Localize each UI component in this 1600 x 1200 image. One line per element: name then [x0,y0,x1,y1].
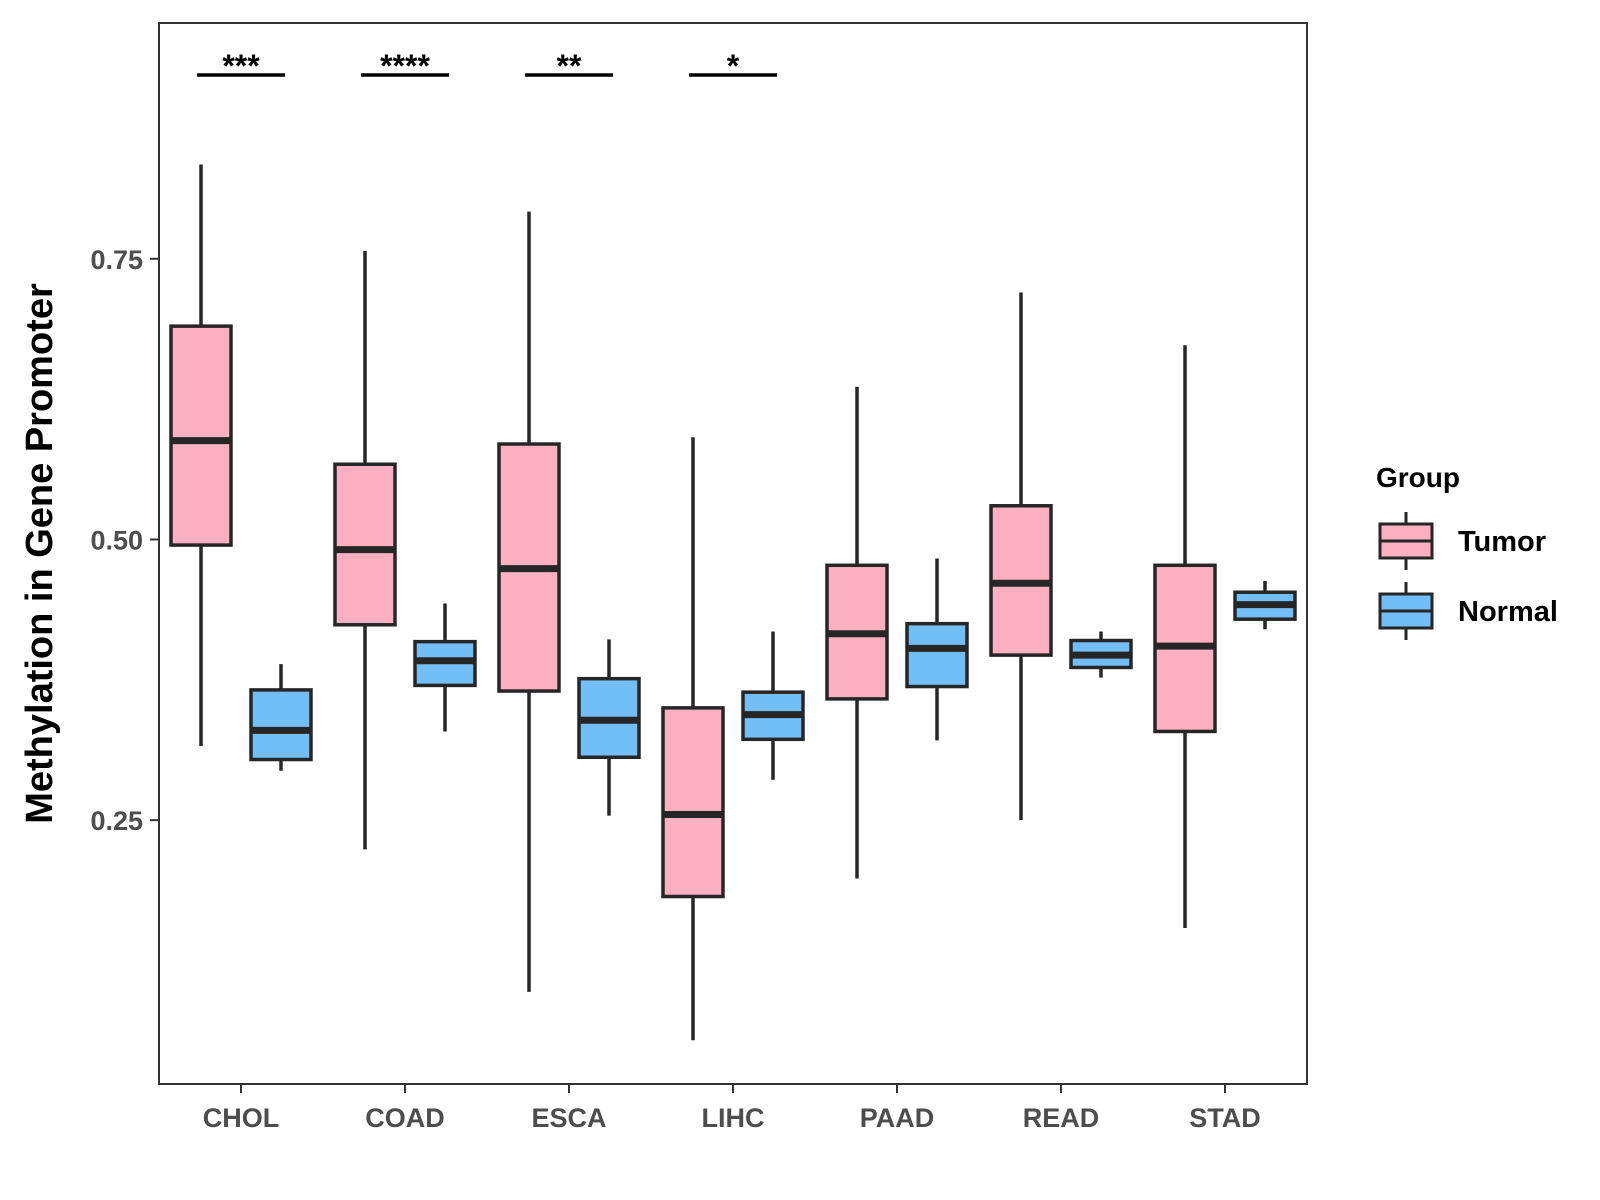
y-tick-label: 0.50 [90,525,143,555]
iqr-box [249,688,313,762]
iqr-box [333,462,397,627]
box-tumor-lihc [661,437,725,1041]
box-tumor-coad [333,250,397,850]
significance-label: *** [222,48,260,84]
x-tick-label: STAD [1189,1103,1261,1133]
x-tick-label: LIHC [702,1103,765,1133]
box-normal-chol [249,664,313,771]
x-tick-label: ESCA [531,1103,606,1133]
legend-title: Group [1376,462,1460,493]
box-tumor-esca [497,211,561,992]
significance-annotations: *** **** ** * [197,48,777,84]
box-normal-esca [577,639,641,816]
iqr-box [661,706,725,899]
y-tick-label: 0.75 [90,245,143,275]
box-tumor-chol [169,164,233,747]
x-tick-label: COAD [365,1103,445,1133]
box-normal-lihc [741,631,805,780]
significance-label: ** [557,48,582,84]
x-tick-label: PAAD [860,1103,935,1133]
significance-label: * [727,48,740,84]
legend-label: Tumor [1458,526,1546,558]
iqr-box [905,621,969,689]
box-normal-coad [413,603,477,732]
y-axis-title: Methylation in Gene Promoter [19,283,61,824]
box-normal-paad [905,558,969,741]
box-tumor-paad [825,386,889,879]
x-tick-label: CHOL [203,1103,280,1133]
box-normal-stad [1233,581,1297,630]
plot-panel [158,22,1308,1085]
legend-item-tumor: Tumor [1378,512,1546,570]
box-normal-read [1069,631,1133,678]
y-axis: 0.25 0.50 0.75 [90,245,159,836]
iqr-box [169,324,233,547]
y-tick-label: 0.25 [90,806,143,836]
legend-item-normal: Normal [1378,582,1558,640]
significance-label: **** [380,48,430,84]
x-tick-label: READ [1023,1103,1100,1133]
box-tumor-stad [1153,345,1217,928]
x-axis: CHOL COAD ESCA LIHC PAAD READ STAD [203,1084,1261,1133]
legend: Group Tumor Normal [1376,462,1558,640]
legend-label: Normal [1458,596,1558,628]
box-tumor-read [989,292,1053,821]
boxplot-marks [169,164,1297,1041]
